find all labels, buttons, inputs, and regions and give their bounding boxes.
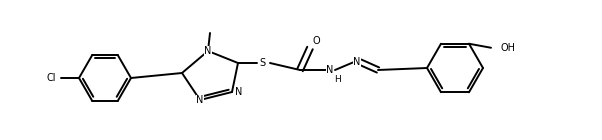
Text: S: S (259, 58, 265, 68)
Text: N: N (204, 46, 212, 56)
Text: N: N (353, 57, 361, 67)
Text: N: N (196, 95, 203, 105)
Text: OH: OH (500, 43, 515, 53)
Text: O: O (312, 36, 320, 46)
Text: H: H (334, 74, 340, 83)
Text: N: N (326, 65, 334, 75)
Text: N: N (235, 87, 243, 97)
Text: Cl: Cl (46, 73, 56, 83)
